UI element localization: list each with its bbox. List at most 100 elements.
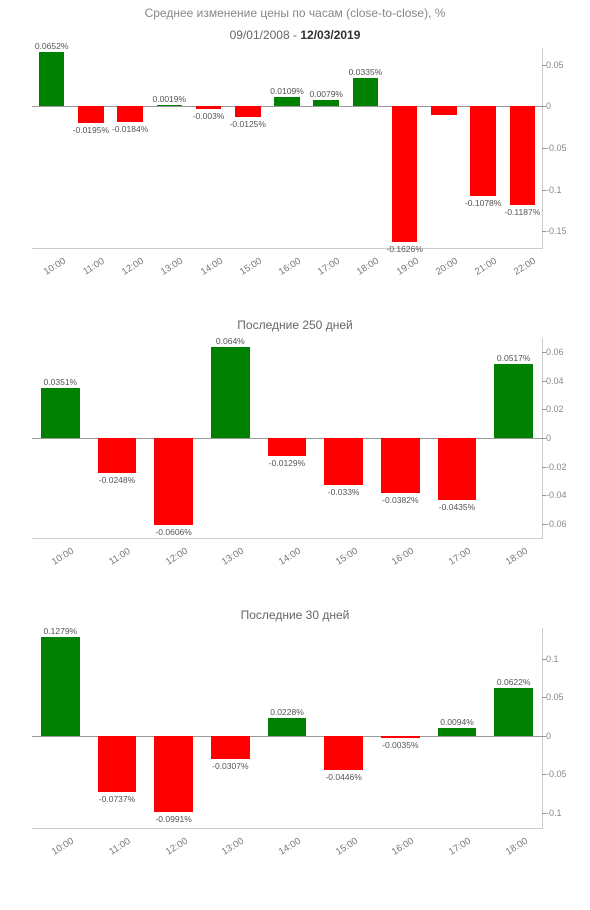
bar-label: 0.0652% (35, 41, 69, 51)
xtick-label: 16:00 (277, 256, 303, 278)
xtick-label: 20:00 (434, 256, 460, 278)
bar (117, 106, 143, 121)
bar (470, 106, 496, 196)
bar-label: -0.0737% (99, 794, 135, 804)
xtick-label: 11:00 (81, 256, 106, 278)
xtick-label: 12:00 (120, 256, 146, 278)
ytick-label: 0.1 (546, 654, 576, 664)
ytick-label: -0.1 (546, 808, 576, 818)
charts-host: 09/01/2008 - 12/03/2019-0.15-0.1-0.0500.… (0, 28, 590, 874)
bar (196, 106, 222, 109)
xtick-label: 10:00 (42, 256, 68, 278)
xtick-label: 14:00 (277, 546, 303, 568)
xtick-label: 11:00 (107, 836, 132, 858)
bar-label: 0.0079% (309, 89, 343, 99)
ytick-label: -0.02 (546, 462, 576, 472)
bar-label: -0.0125% (230, 119, 266, 129)
bar (381, 438, 420, 493)
bar-label: 0.0109% (270, 86, 304, 96)
bar (211, 347, 250, 438)
bar-label: -0.1626% (386, 244, 422, 254)
bar (381, 736, 420, 739)
bar-label: -0.0035% (382, 740, 418, 750)
bar (510, 106, 536, 205)
xtick-label: 19:00 (395, 256, 421, 278)
bar (313, 100, 339, 107)
ytick-label: 0 (546, 101, 576, 111)
xtick-label: 18:00 (504, 546, 530, 568)
page: Среднее изменение цены по часам (close-t… (0, 0, 590, 910)
chart-subtitle: Последние 250 дней (0, 318, 590, 332)
xtick-label: 14:00 (277, 836, 303, 858)
chart: -0.15-0.1-0.0500.050.0652%-0.0195%-0.018… (4, 48, 586, 294)
xtick-label: 13:00 (159, 256, 185, 278)
bar-label: 0.0517% (497, 353, 531, 363)
bar (438, 438, 477, 500)
bar-label: 0.1279% (44, 626, 78, 636)
bar (268, 438, 307, 456)
ytick-label: 0.04 (546, 376, 576, 386)
bar-label: -0.033% (328, 487, 360, 497)
ytick-label: 0.02 (546, 404, 576, 414)
bar-label: -0.0129% (269, 458, 305, 468)
ytick-label: -0.06 (546, 519, 576, 529)
bar (211, 736, 250, 760)
bar-label: -0.1078% (465, 198, 501, 208)
xtick-label: 17:00 (447, 546, 473, 568)
bar (157, 105, 183, 107)
xtick-label: 13:00 (220, 836, 246, 858)
bar-label: 0.0228% (270, 707, 304, 717)
xtick-label: 15:00 (334, 546, 360, 568)
chart-subtitle: Последние 30 дней (0, 608, 590, 622)
ytick-label: 0 (546, 731, 576, 741)
xtick-label: 12:00 (164, 836, 190, 858)
chart: -0.1 -0.05 0 0.05 0.1 0.1279% -0.0737% -0.0991%… (4, 628, 586, 874)
bar (431, 106, 457, 114)
chart: -0.06 -0.04 -0.02 0 0.02 0.04 0.06 0.0351% -0.02… (4, 338, 586, 584)
subtitle-bold: 12/03/2019 (300, 28, 360, 42)
bar (494, 364, 533, 438)
baseline (32, 106, 543, 107)
bar-label: 0.0019% (153, 94, 187, 104)
plot-area: -0.15-0.1-0.0500.050.0652%-0.0195%-0.018… (32, 48, 543, 249)
bar (98, 736, 137, 793)
xtick-label: 17:00 (447, 836, 473, 858)
bar (392, 106, 418, 242)
bar (98, 438, 137, 473)
bar (41, 388, 80, 438)
bar-label: -0.0606% (155, 527, 191, 537)
plot-area: -0.1-0.0500.050.10.1279%-0.0737%-0.0991%… (32, 628, 543, 829)
bar-label: -0.0195% (73, 125, 109, 135)
bar (353, 78, 379, 106)
bar (274, 97, 300, 106)
xtick-label: 22:00 (512, 256, 538, 278)
xtick-label: 18:00 (504, 836, 530, 858)
xtick-label: 13:00 (220, 546, 246, 568)
ytick-label: -0.04 (546, 490, 576, 500)
plot-area: -0.06-0.04-0.0200.020.040.060.0351%-0.02… (32, 338, 543, 539)
bar-label: -0.003% (193, 111, 225, 121)
bar-label: -0.0991% (155, 814, 191, 824)
bar-label: -0.0382% (382, 495, 418, 505)
bar-label: -0.0435% (439, 502, 475, 512)
ytick-label: 0.05 (546, 692, 576, 702)
ytick-label: -0.1 (546, 185, 576, 195)
ytick-label: 0 (546, 433, 576, 443)
bar-label: 0.0622% (497, 677, 531, 687)
ytick-label: -0.05 (546, 769, 576, 779)
xtick-label: 16:00 (390, 836, 416, 858)
ytick-label: 0.05 (546, 60, 576, 70)
bar-label: 0.0351% (44, 377, 78, 387)
xtick-label: 14:00 (198, 256, 224, 278)
ytick-label: 0.06 (546, 347, 576, 357)
bar (78, 106, 104, 122)
bar-label: -0.0248% (99, 475, 135, 485)
xtick-label: 12:00 (164, 546, 190, 568)
bar-label: 0.064% (216, 336, 245, 346)
xtick-label: 18:00 (355, 256, 381, 278)
bar (438, 728, 477, 735)
bar (494, 688, 533, 736)
bar-label: -0.0446% (325, 772, 361, 782)
bar (154, 438, 193, 525)
bar (154, 736, 193, 812)
